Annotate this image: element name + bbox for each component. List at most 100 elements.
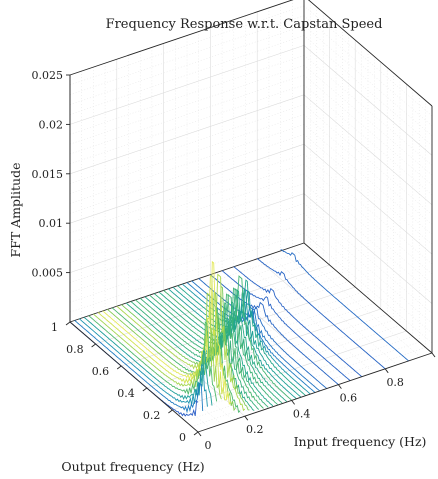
back-wall-grid-z (69, 183, 305, 263)
x-tick-mark (244, 415, 249, 421)
back-wall-grid-z (69, 55, 305, 135)
z-tick-label: 0.015 (32, 168, 64, 181)
back-wall-grid-z (69, 134, 305, 214)
z-tick-label: 0.01 (39, 217, 64, 230)
series-line-0 (280, 249, 409, 362)
series-line-2 (233, 266, 363, 378)
y-tick-label: 1 (51, 321, 58, 334)
x-tick-label: 0.2 (246, 423, 264, 436)
z-axis-label: FFT Amplitude (8, 162, 23, 257)
side-wall-grid-z (303, 74, 433, 186)
y-tick-label: 0.4 (117, 387, 135, 400)
side-wall-grid-z (303, 64, 433, 176)
x-tick-mark (384, 368, 389, 374)
side-wall-grid-z (303, 35, 433, 146)
y-tick-mark (91, 343, 96, 348)
side-wall-grid-z (303, 173, 433, 285)
series-line-27 (93, 292, 222, 400)
series-line-23 (111, 307, 241, 414)
side-wall-grid-z (303, 5, 433, 117)
z-tick-label: 0.005 (32, 267, 64, 280)
series-line-7 (186, 282, 316, 393)
front-box (69, 75, 433, 433)
floor-grid-x (104, 309, 234, 421)
y-axis-label: Output frequency (Hz) (61, 459, 204, 474)
floor-grid-y (121, 286, 356, 367)
x-tick-mark (291, 400, 295, 405)
y-tick-label: 0.6 (92, 365, 110, 378)
side-wall-grid-z (303, 55, 433, 166)
tick-labels: 00.20.40.60.8100.20.40.60.810.0050.010.0… (32, 69, 436, 452)
x-tick-label: 0.4 (293, 407, 311, 420)
series-line-6 (191, 280, 320, 392)
back-wall-grid-z (69, 232, 305, 313)
side-wall-grid-z (303, 94, 433, 206)
series-line-4 (210, 274, 339, 385)
floor-grid-y (146, 308, 381, 389)
series-line-19 (130, 301, 260, 410)
side-wall-grid-z (303, 124, 433, 235)
side-wall-grid-z (303, 134, 433, 245)
side-wall-grid-z (303, 143, 433, 255)
side-wall-grid-z (303, 232, 433, 344)
back-wall-grid-z (69, 35, 305, 115)
y-tick-mark (116, 365, 122, 370)
axes-box-edge (307, 0, 433, 107)
series-line-22 (116, 273, 246, 412)
series-line-3 (221, 270, 351, 381)
floor-grid-y (153, 314, 388, 394)
side-wall-grid-z (303, 163, 433, 275)
series-line-20 (125, 302, 255, 411)
x-tick-label: 0.6 (340, 392, 358, 405)
floor-grid-x (292, 246, 421, 358)
back-wall-grid-z (69, 163, 305, 244)
back-wall-grid-z (69, 104, 305, 184)
z-tick-label: 0.02 (39, 118, 64, 131)
side-wall-grid-z (303, 183, 433, 294)
series-line-21 (121, 285, 250, 411)
side-wall-grid-z (303, 84, 433, 196)
series-line-30 (79, 318, 208, 407)
floor-grid-y (159, 319, 394, 400)
floor-grid-x (245, 262, 374, 373)
side-wall-grid-z (303, 45, 433, 156)
side-wall-grid-z (303, 193, 433, 304)
axes-box-edge (69, 0, 294, 76)
back-wall-grid-z (69, 5, 305, 86)
series-line-1 (256, 258, 386, 370)
series-line-29 (83, 316, 213, 406)
side-wall-grid-z (303, 153, 433, 265)
y-tick-mark (168, 409, 173, 414)
axes-box-front-edge (197, 352, 433, 433)
series-line-18 (135, 293, 264, 409)
side-wall-grid-z (303, 15, 433, 126)
axes-box-front-edge (69, 321, 199, 433)
chart-title: Frequency Response w.r.t. Capstan Speed (106, 17, 383, 32)
y-tick-mark (65, 321, 71, 326)
y-tick-label: 0.2 (143, 409, 161, 422)
back-wall-grid-z (69, 15, 305, 95)
back-wall-grid-z (69, 25, 305, 105)
back-wall-grid-z (69, 74, 305, 155)
back-wall-grid-z (69, 84, 305, 165)
side-wall-grid-z (303, 25, 433, 136)
back-wall-grid-z (69, 114, 305, 194)
x-tick-mark (431, 352, 436, 358)
back-wall-grid-z (69, 143, 305, 224)
back-wall-grid-z (69, 94, 305, 175)
series-layer (69, 249, 409, 417)
y-tick-mark (142, 387, 148, 392)
back-wall-grid-z (69, 223, 305, 303)
back-wall-grid-z (69, 193, 305, 273)
y-tick-label: 0.8 (66, 343, 84, 356)
floor-grid-x (128, 302, 257, 413)
series-line-28 (88, 315, 218, 402)
axes-box-edge (303, 242, 433, 354)
back-wall-grid-z (69, 173, 305, 254)
side-wall-grid-z (303, 203, 433, 314)
z-tick-label: 0.025 (32, 69, 64, 82)
side-wall-grid-z (303, 223, 433, 334)
side-wall-grid-z (303, 114, 433, 225)
x-tick-mark (197, 431, 202, 437)
